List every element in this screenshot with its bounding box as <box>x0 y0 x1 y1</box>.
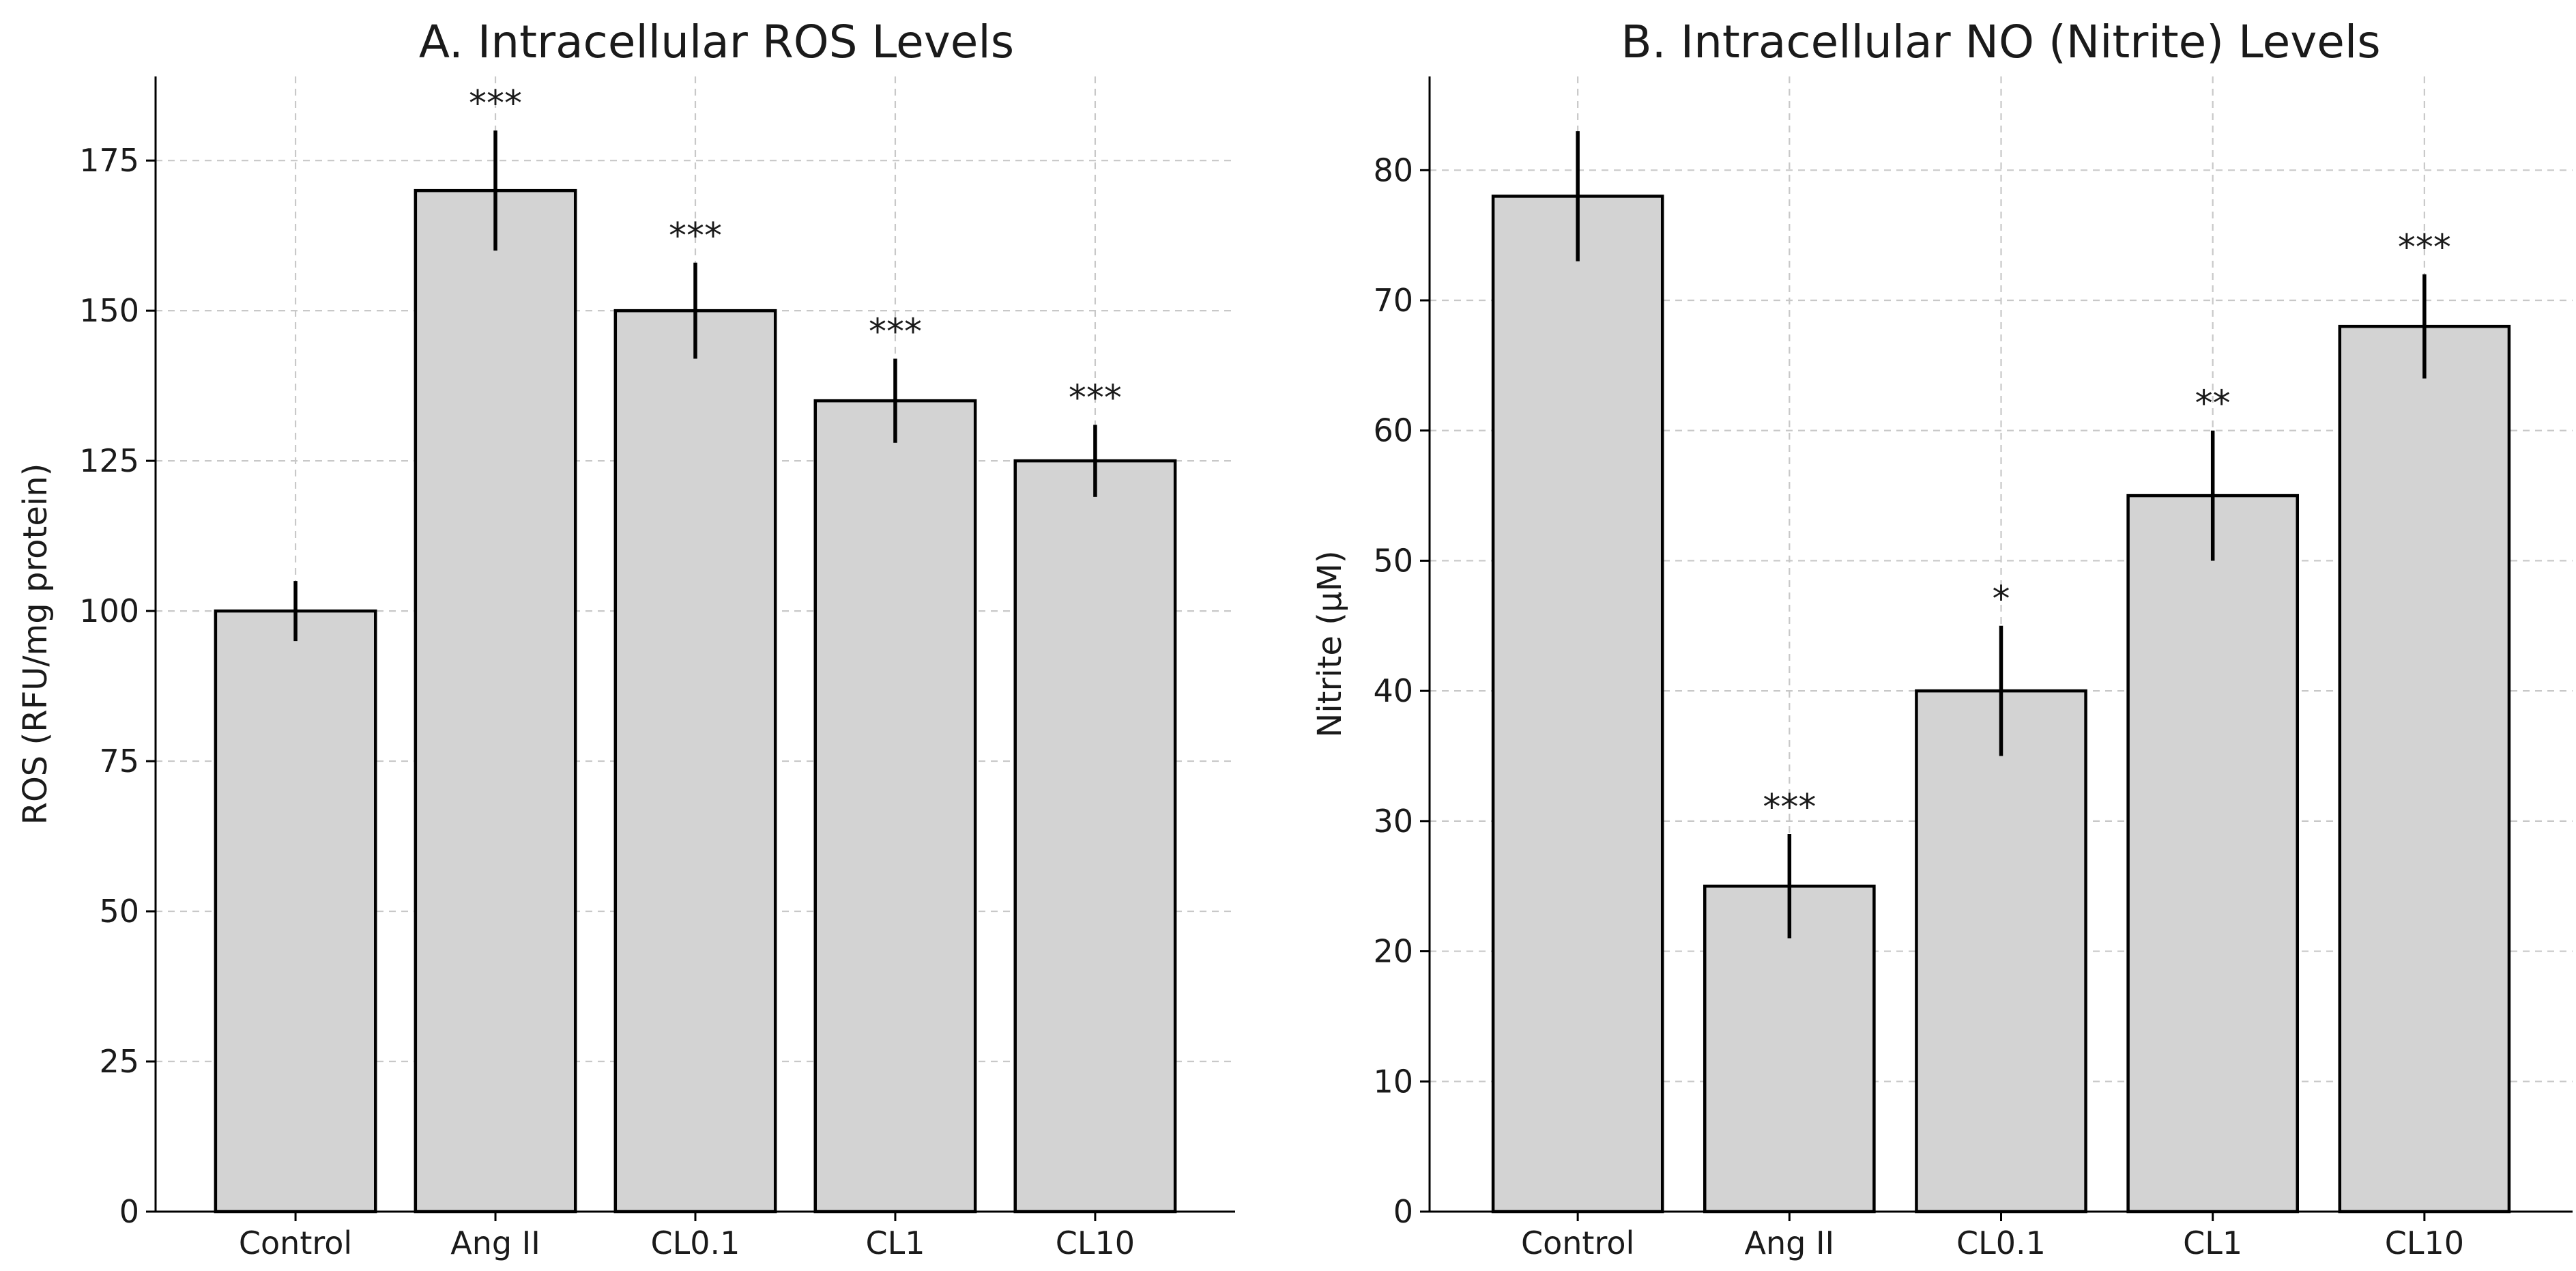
y-axis-label: ROS (RFU/mg protein) <box>16 463 55 825</box>
y-tick-label: 60 <box>1373 412 1413 449</box>
y-tick-label: 0 <box>1393 1193 1413 1230</box>
y-axis-label: Nitrite (µM) <box>1311 550 1349 737</box>
x-tick-label: CL0.1 <box>651 1225 740 1261</box>
panel-b-nitrite-chart: 0 10 20 30 40 50 60 70 80 Control *** Ang II * CL0.1 *… <box>1311 16 2573 1261</box>
y-tick-label: 50 <box>99 893 139 930</box>
chart-title: A. Intracellular ROS Levels <box>419 16 1014 68</box>
significance-marker: *** <box>1763 787 1816 828</box>
significance-marker: *** <box>869 312 922 353</box>
bar-cl1 <box>813 399 977 1214</box>
y-tick-label: 75 <box>99 743 139 780</box>
x-tick-label: Ang II <box>1745 1225 1835 1261</box>
y-tick-label: 100 <box>79 592 139 629</box>
significance-marker: *** <box>469 83 522 124</box>
y-tick-label: 20 <box>1373 933 1413 970</box>
x-tick-label: CL10 <box>1056 1225 1135 1261</box>
y-tick-label: 150 <box>79 292 139 329</box>
y-tick-label: 30 <box>1373 803 1413 840</box>
y-tick-label: 80 <box>1373 152 1413 188</box>
y-tick-label: 0 <box>119 1193 139 1230</box>
bar-control <box>1491 195 1664 1214</box>
significance-marker: ** <box>2195 384 2231 425</box>
bar-control <box>214 609 377 1214</box>
bar-cl10 <box>1013 459 1177 1214</box>
x-tick-label: Ang II <box>450 1225 540 1261</box>
panel-a-ros-chart: 0 25 50 75 100 125 150 175 Control *** Ang II *** CL… <box>16 16 1235 1261</box>
significance-marker: * <box>1993 579 2010 620</box>
x-tick-label: CL10 <box>2385 1225 2464 1261</box>
x-tick-label: CL0.1 <box>1956 1225 2046 1261</box>
chart-title: B. Intracellular NO (Nitrite) Levels <box>1621 16 2380 68</box>
x-tick-label: Control <box>239 1225 352 1261</box>
x-tick-label: CL1 <box>865 1225 925 1261</box>
significance-marker: *** <box>2398 227 2451 268</box>
x-tick-label: Control <box>1521 1225 1634 1261</box>
y-tick-label: 125 <box>79 442 139 479</box>
significance-marker: *** <box>669 216 722 257</box>
y-tick-label: 175 <box>79 142 139 179</box>
bar-ang-ii <box>414 188 577 1214</box>
y-tick-label: 40 <box>1373 672 1413 709</box>
bar-cl1 <box>2126 494 2300 1214</box>
y-tick-label: 70 <box>1373 282 1413 319</box>
bar-cl0-1 <box>613 309 777 1214</box>
y-tick-label: 10 <box>1373 1063 1413 1100</box>
bar-cl0-1 <box>1915 689 2087 1214</box>
bar-ang-ii <box>1703 884 1876 1214</box>
significance-marker: *** <box>1069 377 1122 418</box>
y-tick-label: 50 <box>1373 542 1413 579</box>
x-tick-label: CL1 <box>2183 1225 2242 1261</box>
bar-cl10 <box>2338 324 2511 1214</box>
y-tick-label: 25 <box>99 1043 139 1080</box>
